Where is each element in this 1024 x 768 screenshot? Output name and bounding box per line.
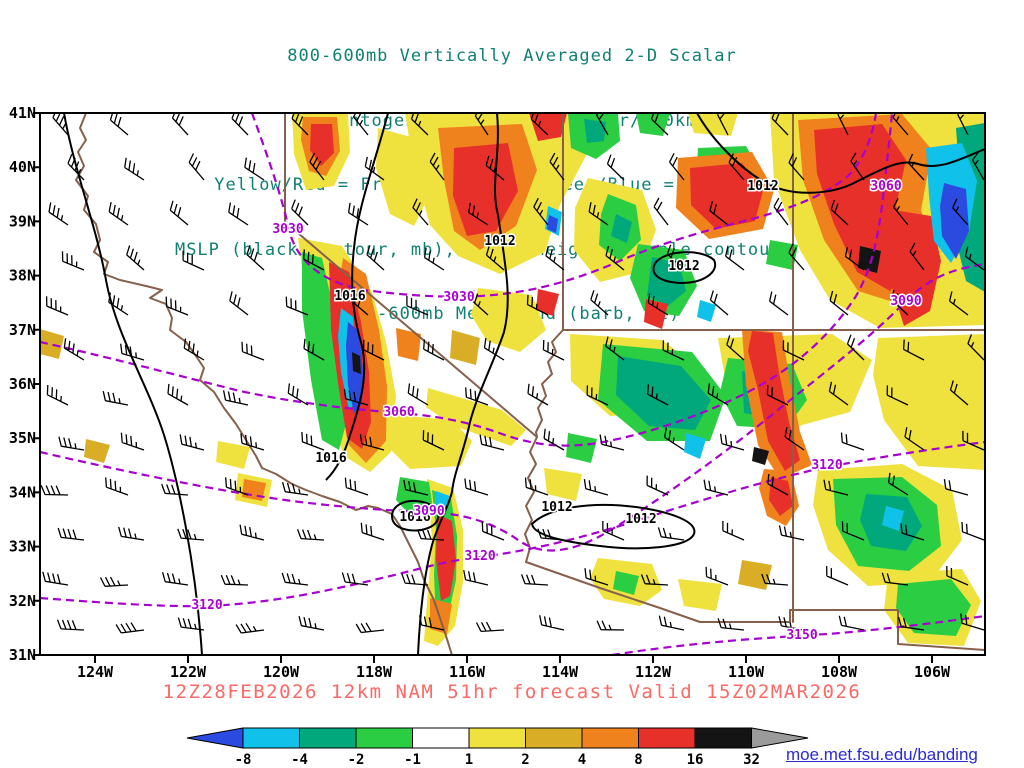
colorbar-label: 2 [521,752,529,768]
x-tick-label: 110W [728,663,765,681]
colorbar-arrow-left [186,727,244,749]
wind-barbs [40,113,985,634]
y-tick-label: 31N [9,646,36,664]
colorbar-segment [468,727,526,749]
x-tick-label: 124W [77,663,114,681]
mslp-label: 1016 [399,510,430,525]
y-tick-label: 34N [9,483,36,501]
axis-ticks [33,112,933,663]
y-tick-label: 32N [9,592,36,610]
mslp-label: 1012 [747,179,778,194]
title-line-1: 800-600mb Vertically Averaged 2-D Scalar [287,46,737,66]
x-tick-label: 108W [821,663,858,681]
colorbar-labels: -8 -4 -2 -1 1 2 4 8 16 32 [235,752,760,768]
colorbar-segment [242,727,300,749]
y-tick-label: 33N [9,538,36,556]
y-tick-label: 35N [9,429,36,447]
colorbar-arrow-right [751,727,809,749]
x-tick-label: 120W [263,663,300,681]
height-label: 3090 [890,294,921,309]
height-label: 3030 [272,222,303,237]
mslp-contour-labels: 1012 1016 1016 1016 1012 1012 1012 1012 [314,178,780,529]
height-contours-700mb [40,113,985,655]
x-tick-label: 106W [914,663,951,681]
colorbar-segment [299,727,357,749]
colorbar-label: -8 [235,752,252,768]
y-tick-label: 39N [9,212,36,230]
height-label: 3120 [811,458,842,473]
colorbar-label: 1 [465,752,473,768]
x-tick-label: 116W [449,663,486,681]
x-tick-label: 122W [170,663,207,681]
mslp-contours [63,113,985,655]
colorbar-label: 8 [634,752,642,768]
height-label: 3120 [464,549,495,564]
y-tick-label: 37N [9,321,36,339]
colorbar-label: -1 [404,752,421,768]
colorado-river-border [524,329,564,563]
y-tick-label: 36N [9,375,36,393]
forecast-caption: 12Z28FEB2026 12km NAM 51hr forecast Vali… [162,681,862,703]
x-axis-labels: 124W 122W 120W 118W 116W 114W 112W 110W … [77,663,951,681]
height-contour-labels: 3030 3030 3060 3060 3090 3090 3120 3120 … [190,178,923,645]
colorbar-segment [694,727,752,749]
mslp-label: 1012 [668,259,699,274]
mslp-label: 1012 [484,234,515,249]
height-label: 3120 [191,598,222,613]
colorbar-segment [412,727,470,749]
colorbar: -8 -4 -2 -1 1 2 4 8 16 32 [186,727,809,768]
mslp-label: 1012 [625,512,656,527]
y-tick-label: 38N [9,267,36,285]
height-label: 3150 [786,628,817,643]
height-label: 3060 [383,405,414,420]
colorbar-label: 4 [578,752,586,768]
mslp-label: 1012 [541,500,572,515]
colorbar-label: -4 [291,752,308,768]
mslp-label: 1016 [315,451,346,466]
x-tick-label: 114W [542,663,579,681]
height-label: 3090 [413,504,444,519]
mexico-border [525,561,985,651]
frontogenesis-shading [40,113,985,646]
height-label: 3030 [443,290,474,305]
colorbar-segment [355,727,413,749]
y-tick-label: 40N [9,158,36,176]
colorbar-segment [638,727,696,749]
colorbar-segment [525,727,583,749]
colorbar-label: 32 [743,752,760,768]
colorbar-label: 16 [687,752,704,768]
x-tick-label: 112W [635,663,672,681]
colorbar-segment [581,727,639,749]
y-axis-labels: 41N 40N 39N 38N 37N 36N 35N 34N 33N 32N … [9,104,36,664]
height-label: 3060 [870,179,901,194]
y-tick-label: 41N [9,104,36,122]
colorbar-label: -2 [348,752,365,768]
ca-nv-border [284,113,538,438]
mslp-label: 1016 [334,289,365,304]
x-tick-label: 118W [356,663,393,681]
site-link[interactable]: moe.met.fsu.edu/banding [786,745,978,764]
